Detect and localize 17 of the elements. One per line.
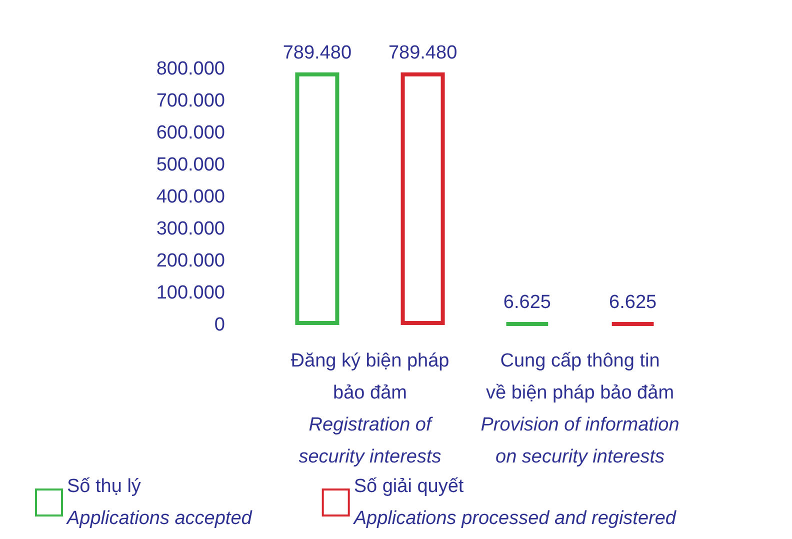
y-tick-label: 400.000 — [156, 186, 225, 208]
legend-label: Số thụ lý Applications accepted — [66, 476, 254, 529]
y-tick-label: 200.000 — [156, 250, 225, 272]
data-label: 789.480 — [282, 42, 352, 64]
data-label: 6.625 — [503, 292, 551, 313]
y-tick-label: 700.000 — [156, 90, 225, 112]
y-tick-label: 100.000 — [156, 282, 225, 304]
legend-label: Số giải quyết Applications processed and registered — [352, 476, 678, 529]
y-tick-label: 500.000 — [156, 154, 225, 176]
y-tick-label: 800.000 — [156, 58, 225, 80]
y-tick-label: 600.000 — [156, 122, 225, 144]
data-label: 789.480 — [388, 42, 458, 64]
data-label: 6.625 — [609, 292, 657, 313]
y-tick-label: 0 — [214, 314, 225, 336]
y-tick-label: 300.000 — [156, 218, 225, 240]
x-tick-label: Đăng ký biện pháp bảo đảm Registration of security interests — [290, 350, 450, 468]
x-tick-label: Cung cấp thông tin về biện pháp bảo đảm Provision of information on security interests — [480, 350, 680, 468]
